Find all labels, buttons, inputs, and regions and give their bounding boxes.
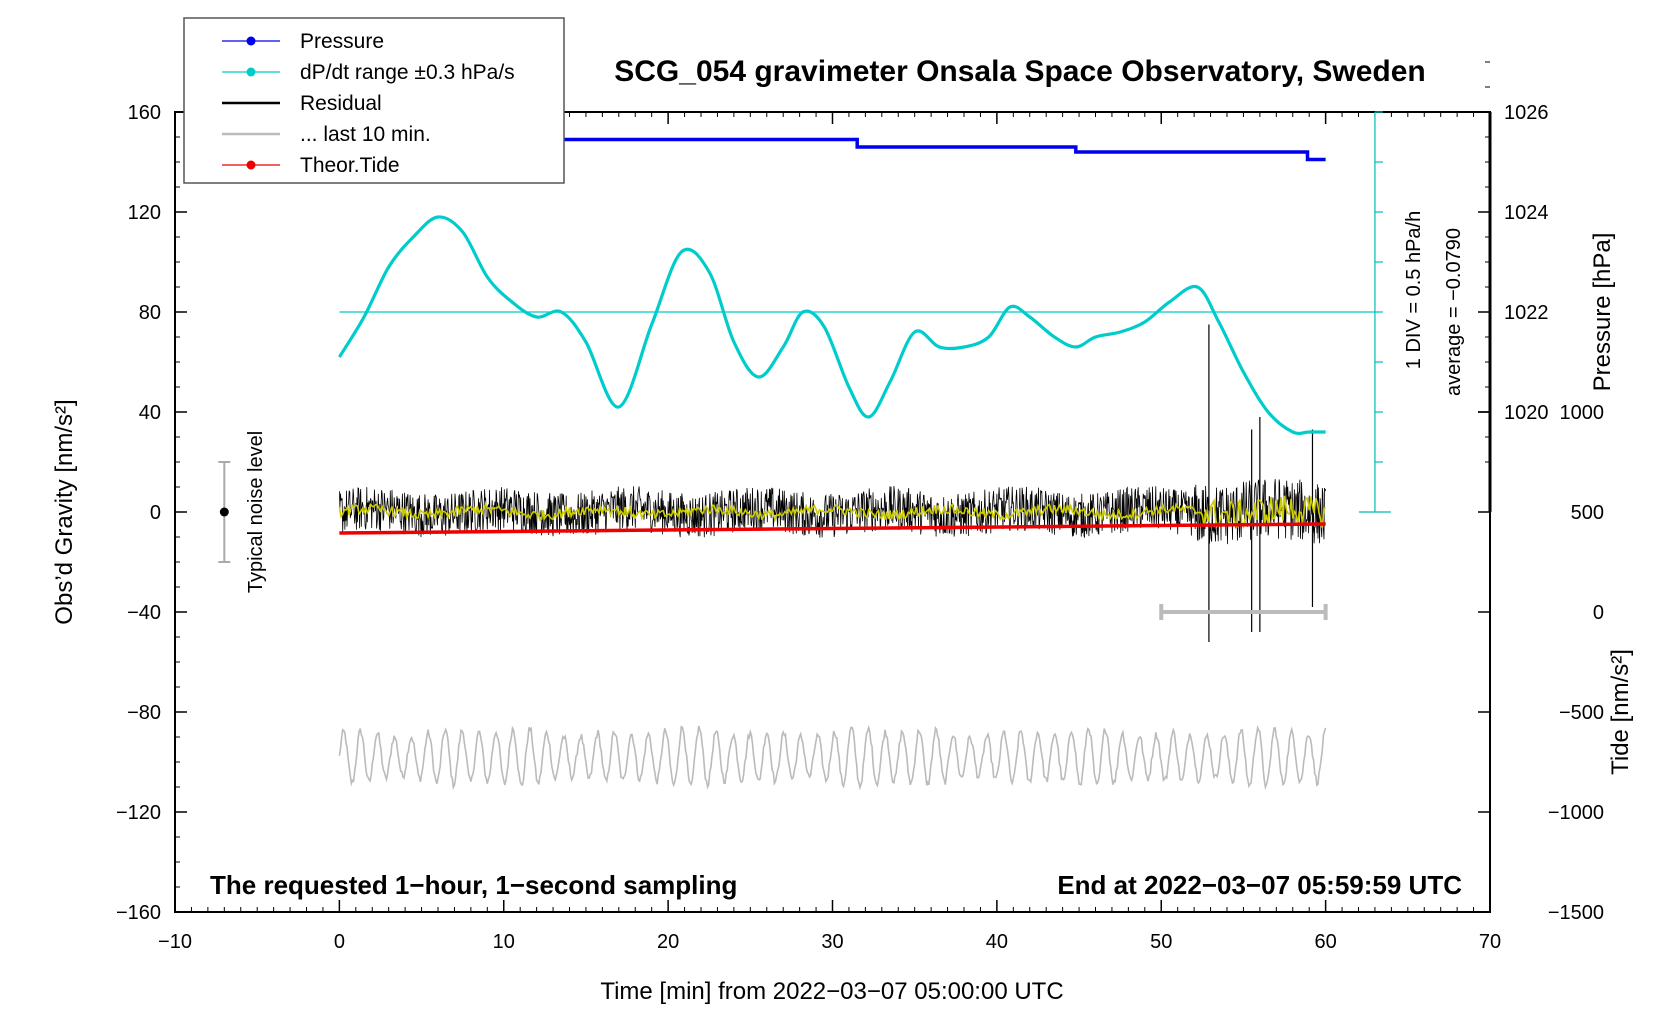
- x-tick-label: 20: [657, 931, 679, 953]
- residual-smoothed-line: [338, 495, 1326, 530]
- y-axis-left: 160 120 80 40 0 −40 −80 −120 −160: [116, 102, 187, 924]
- noise-bar-dot: [219, 507, 229, 517]
- legend-marker: [246, 160, 256, 170]
- pressure-tick-label: 1024: [1504, 202, 1549, 224]
- series-dpdt: [338, 215, 1326, 436]
- x-tick-label: 0: [334, 931, 345, 953]
- series-last10: [338, 724, 1327, 791]
- bottom-right-note: End at 2022−03−07 05:59:59 UTC: [1057, 870, 1462, 900]
- chart-title: SCG_054 gravimeter Onsala Space Observat…: [614, 55, 1426, 88]
- y-tick-label: −120: [116, 802, 161, 824]
- legend-label: ... last 10 min.: [300, 123, 431, 146]
- y-axis-tide: 1000 500 0 −500 −1000 −1500: [1478, 402, 1604, 924]
- y-tick-label: 120: [128, 202, 161, 224]
- y-axis-tide-label: Tide [nm/s²]: [1607, 649, 1634, 775]
- noise-label: Typical noise level: [245, 431, 267, 593]
- x-tick-label: 50: [1150, 931, 1172, 953]
- legend-box: [183, 17, 565, 184]
- legend-label: Residual: [300, 92, 382, 115]
- x-axis-label: Time [min] from 2022−03−07 05:00:00 UTC: [600, 978, 1063, 1005]
- series-residual: [339, 324, 1326, 642]
- dpdt-scale-bar: [1358, 111, 1391, 513]
- x-tick-label: 30: [821, 931, 843, 953]
- tide-tick-label: −1000: [1548, 802, 1604, 824]
- tide-tick-label: −500: [1559, 702, 1604, 724]
- tide-tick-label: 1000: [1560, 402, 1605, 424]
- noise-level-bar: [218, 461, 231, 563]
- residual-line: [339, 479, 1326, 545]
- tide-tick-label: −1500: [1548, 902, 1604, 924]
- y-tick-label: −40: [127, 602, 161, 624]
- y-tick-label: 40: [139, 402, 161, 424]
- tide-tick-label: 500: [1571, 502, 1604, 524]
- pressure-tick-label: 1022: [1504, 302, 1549, 324]
- y-tick-label: 160: [128, 102, 161, 124]
- legend-label: dP/dt range ±0.3 hPa/s: [300, 61, 515, 84]
- div-label: 1 DIV = 0.5 hPa/h: [1403, 211, 1425, 369]
- series-tide: [339, 522, 1326, 535]
- y-tick-label: −160: [116, 902, 161, 924]
- legend-label: Theor.Tide: [300, 154, 400, 177]
- pressure-tick-label: 1020: [1504, 402, 1549, 424]
- y-tick-label: −80: [127, 702, 161, 724]
- pressure-tick-label: 1026: [1504, 102, 1549, 124]
- x-tick-label: 60: [1315, 931, 1337, 953]
- x-tick-label: 70: [1479, 931, 1501, 953]
- last10-range-bar: [1159, 604, 1328, 620]
- legend-marker: [246, 36, 256, 46]
- legend-marker: [246, 67, 256, 77]
- x-tick-label: −10: [158, 931, 192, 953]
- series-residual-smoothed: [338, 495, 1326, 530]
- x-tick-label: 10: [493, 931, 515, 953]
- y-axis-pressure-label: Pressure [hPa]: [1589, 233, 1616, 392]
- average-label: average = −0.0790: [1443, 228, 1465, 396]
- x-axis: −10 0 10 20 30 40 50 60 70: [158, 112, 1501, 953]
- legend: Pressure dP/dt range ±0.3 hPa/s Residual..…: [183, 17, 565, 184]
- tide-tick-label: 0: [1593, 602, 1604, 624]
- x-tick-label: 40: [986, 931, 1008, 953]
- tide-line: [339, 522, 1326, 535]
- last10-line: [338, 724, 1327, 791]
- dpdt-line: [338, 215, 1326, 436]
- legend-label: Pressure: [300, 30, 384, 53]
- y-tick-label: 80: [139, 302, 161, 324]
- y-axis-pressure: 1026 1024 1022 1020: [1478, 61, 1549, 512]
- y-tick-label: 0: [150, 502, 161, 524]
- y-axis-left-label: Obs’d Gravity [nm/s²]: [51, 399, 78, 624]
- bottom-left-note: The requested 1−hour, 1−second sampling: [210, 870, 737, 900]
